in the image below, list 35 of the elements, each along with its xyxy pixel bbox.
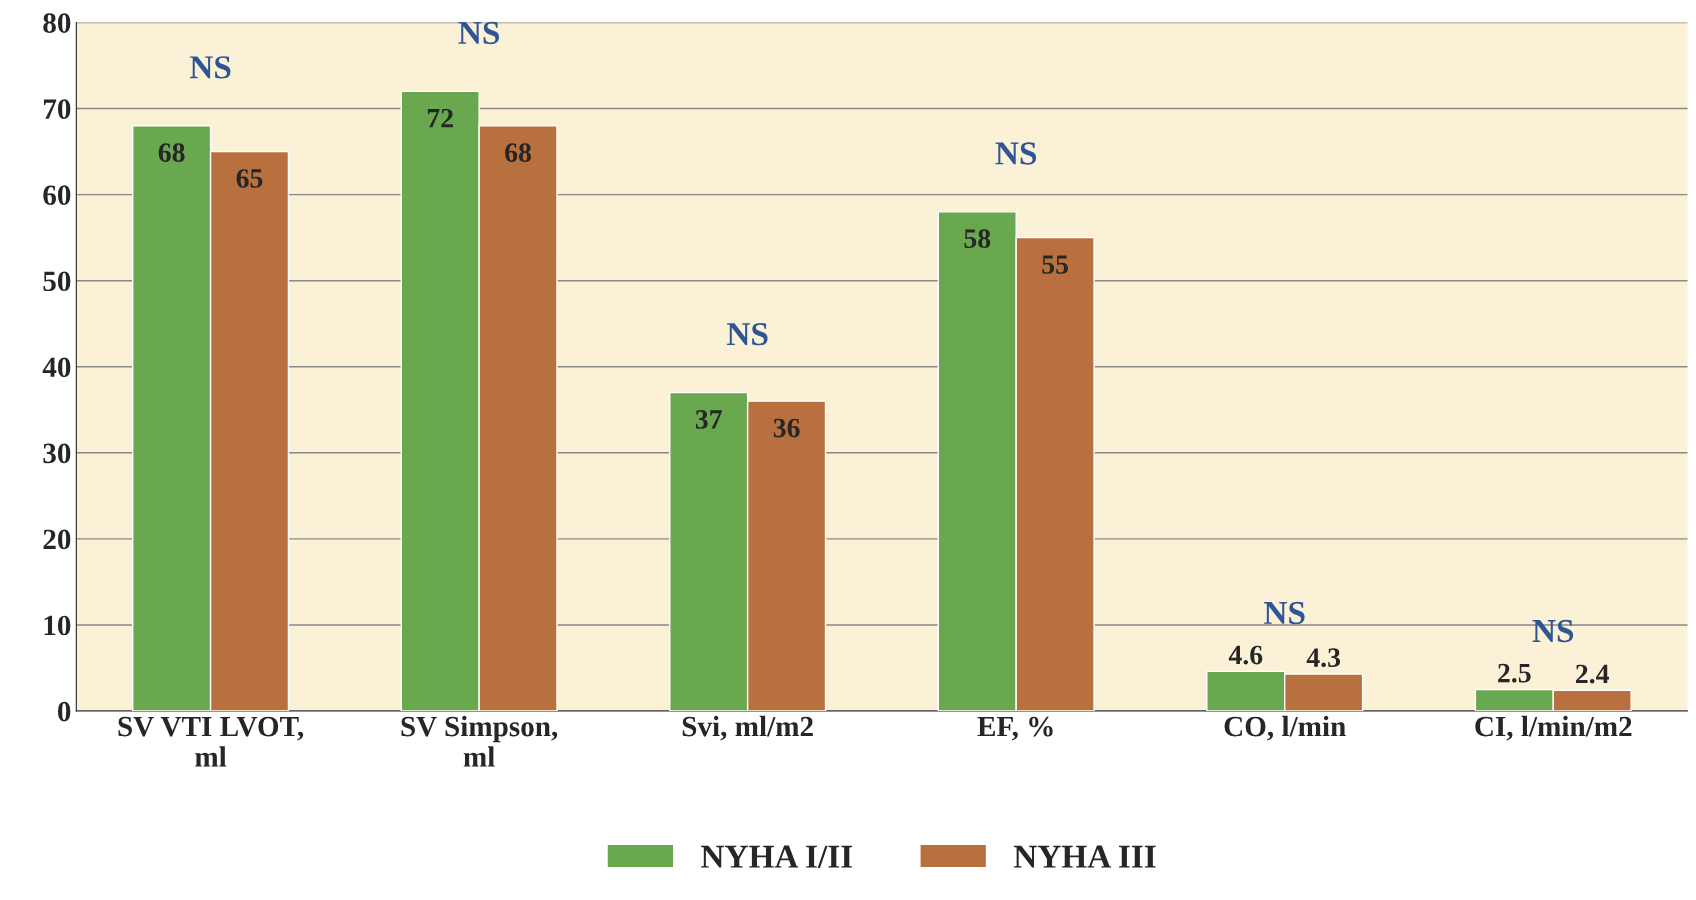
y-tick-label: 20 [43,529,71,550]
annotation: NS [1264,601,1305,625]
data-label: 58 [964,229,991,249]
y-tick-label: 40 [42,357,71,378]
data-label: 4.3 [1306,648,1341,668]
y-tick-label: 80 [43,13,71,33]
data-label: 2.4 [1576,664,1610,684]
x-tick-label: SV Simpson, ml [401,715,558,767]
x-tick-label: SV VTI LVOT, ml [118,716,304,767]
y-tick-label: 70 [43,99,71,119]
annotation: NS [1532,619,1574,643]
y-tick-label: 10 [44,615,71,636]
annotation: NS [458,21,500,45]
data-label: 68 [505,143,532,162]
legend-label: NYHA I/II [701,845,853,868]
legend-label: NYHA III [1013,845,1156,868]
annotation: NS [995,142,1037,165]
data-label: 4.6 [1228,645,1263,665]
y-tick-label: 50 [43,271,71,292]
y-tick-label: 60 [43,185,71,206]
data-label: 55 [1042,255,1068,274]
data-label: 37 [695,410,722,429]
annotation: NS [189,56,231,79]
data-label: 72 [427,108,453,128]
data-label: 65 [236,169,263,188]
x-tick-label: EF, % [977,716,1053,741]
data-label: 68 [158,143,185,162]
data-label: 2.5 [1498,663,1531,683]
x-tick-label: CI, l/min/m2 [1475,715,1632,741]
x-tick-label: CO, l/min [1224,715,1346,741]
data-label: 36 [773,418,800,438]
y-tick-label: 0 [57,701,71,722]
y-tick-label: 30 [43,443,71,464]
annotation: NS [726,322,768,346]
x-tick-label: Svi, ml/m2 [682,715,813,741]
